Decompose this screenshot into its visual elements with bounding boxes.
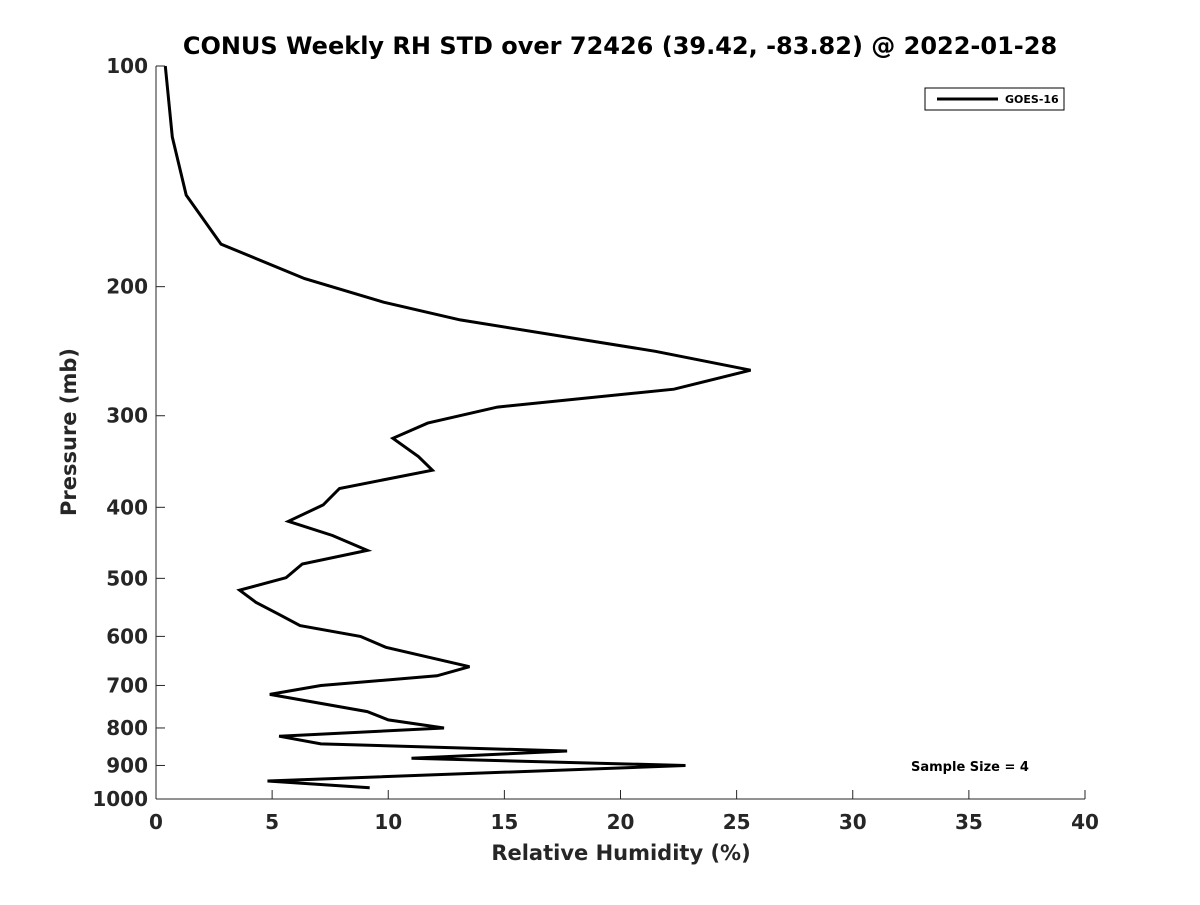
- y-axis-label: Pressure (mb): [57, 348, 81, 516]
- y-tick-label: 100: [106, 54, 148, 78]
- x-tick-label: 30: [839, 810, 867, 834]
- y-tick-label: 800: [106, 716, 148, 740]
- x-tick-label: 0: [149, 810, 163, 834]
- chart-title: CONUS Weekly RH STD over 72426 (39.42, -…: [183, 32, 1057, 60]
- x-tick-label: 35: [955, 810, 983, 834]
- y-tick-label: 500: [106, 566, 148, 590]
- y-tick-label: 400: [106, 495, 148, 519]
- sample-size-annotation: Sample Size = 4: [911, 760, 1029, 775]
- legend: GOES-16: [924, 87, 1065, 111]
- x-tick-label: 20: [607, 810, 635, 834]
- x-tick-label: 5: [265, 810, 279, 834]
- x-tick-label: 25: [723, 810, 751, 834]
- x-axis-label: Relative Humidity (%): [491, 841, 750, 865]
- y-tick-label: 300: [106, 404, 148, 428]
- y-axis: 100 200 300 400 500 600 700 800 900 1000: [92, 54, 165, 811]
- y-tick-label: 700: [106, 673, 148, 697]
- y-tick-label: 900: [106, 753, 148, 777]
- x-tick-label: 10: [374, 810, 402, 834]
- x-axis: 0 5 10 15 20 25 30 35 40: [149, 790, 1099, 834]
- y-tick-label: 200: [106, 275, 148, 299]
- legend-label: GOES-16: [1005, 93, 1059, 106]
- plot-area: [163, 65, 751, 790]
- y-tick-label: 600: [106, 624, 148, 648]
- series-line-0: [163, 65, 751, 790]
- y-tick-label: 1000: [92, 787, 148, 811]
- x-tick-label: 15: [490, 810, 518, 834]
- x-tick-label: 40: [1071, 810, 1099, 834]
